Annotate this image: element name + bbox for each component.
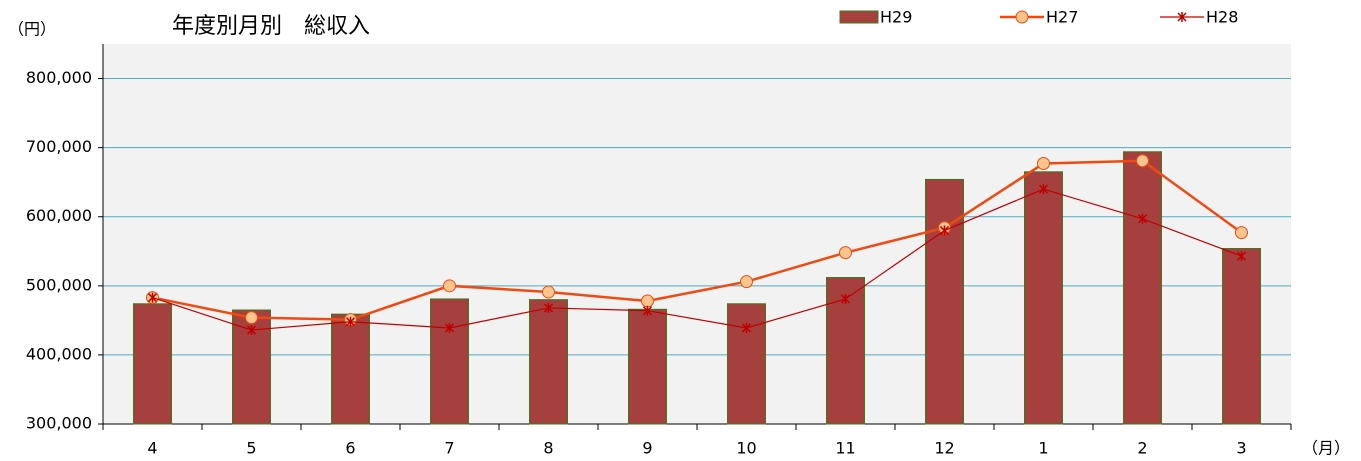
y-unit: （円） — [8, 20, 56, 39]
marker — [641, 294, 654, 308]
x-tick-label: 12 — [934, 439, 954, 458]
marker — [1037, 157, 1050, 171]
legend-swatch — [839, 10, 879, 24]
marker — [444, 322, 455, 333]
bar — [430, 298, 469, 425]
marker — [839, 246, 852, 260]
marker — [1038, 184, 1049, 195]
x-tick-label: 2 — [1137, 439, 1147, 458]
y-tick-label: 800,000 — [26, 68, 92, 87]
y-tick-label: 300,000 — [26, 414, 92, 433]
y-tick-label: 500,000 — [26, 275, 92, 294]
line — [152, 188, 1242, 331]
bar — [727, 303, 766, 425]
chart-title: 年度別月別 総収入 — [172, 14, 370, 39]
marker — [147, 292, 158, 303]
x-unit: （月） — [1302, 439, 1350, 458]
bar — [628, 308, 667, 425]
marker — [840, 293, 851, 304]
legend-marker — [1015, 10, 1029, 24]
y-tick-label: 600,000 — [26, 206, 92, 225]
bar — [925, 178, 964, 425]
x-tick-label: 10 — [736, 439, 756, 458]
bar — [1222, 248, 1261, 425]
marker — [245, 311, 258, 325]
x-tick-label: 8 — [543, 439, 553, 458]
line — [152, 159, 1243, 321]
x-tick-label: 1 — [1038, 439, 1048, 458]
legend-label: H27 — [1046, 8, 1078, 27]
marker — [1177, 12, 1187, 22]
marker — [542, 285, 555, 299]
marker — [740, 275, 753, 289]
x-tick-label: 7 — [444, 439, 454, 458]
marker — [741, 322, 752, 333]
marker — [1136, 154, 1149, 168]
legend-label: H28 — [1206, 8, 1238, 27]
marker — [246, 325, 257, 336]
marker — [443, 279, 456, 293]
bar — [331, 313, 370, 425]
y-tick-label: 700,000 — [26, 137, 92, 156]
plot-area — [103, 44, 1291, 424]
marker — [345, 316, 356, 327]
x-tick-label: 4 — [147, 439, 157, 458]
x-tick-label: 6 — [345, 439, 355, 458]
x-tick-label: 5 — [246, 439, 256, 458]
bar — [133, 303, 172, 425]
marker — [1137, 213, 1148, 224]
marker — [642, 305, 653, 316]
x-tick-label: 3 — [1236, 439, 1246, 458]
y-tick-label: 400,000 — [26, 344, 92, 363]
bar — [1123, 151, 1162, 425]
legend-label: H29 — [880, 8, 912, 27]
marker — [1235, 226, 1248, 240]
x-tick-label: 11 — [835, 439, 855, 458]
marker — [543, 302, 554, 313]
marker — [939, 225, 950, 236]
marker — [1236, 251, 1247, 262]
x-tick-label: 9 — [642, 439, 652, 458]
bar — [1024, 171, 1063, 425]
bar — [529, 299, 568, 425]
